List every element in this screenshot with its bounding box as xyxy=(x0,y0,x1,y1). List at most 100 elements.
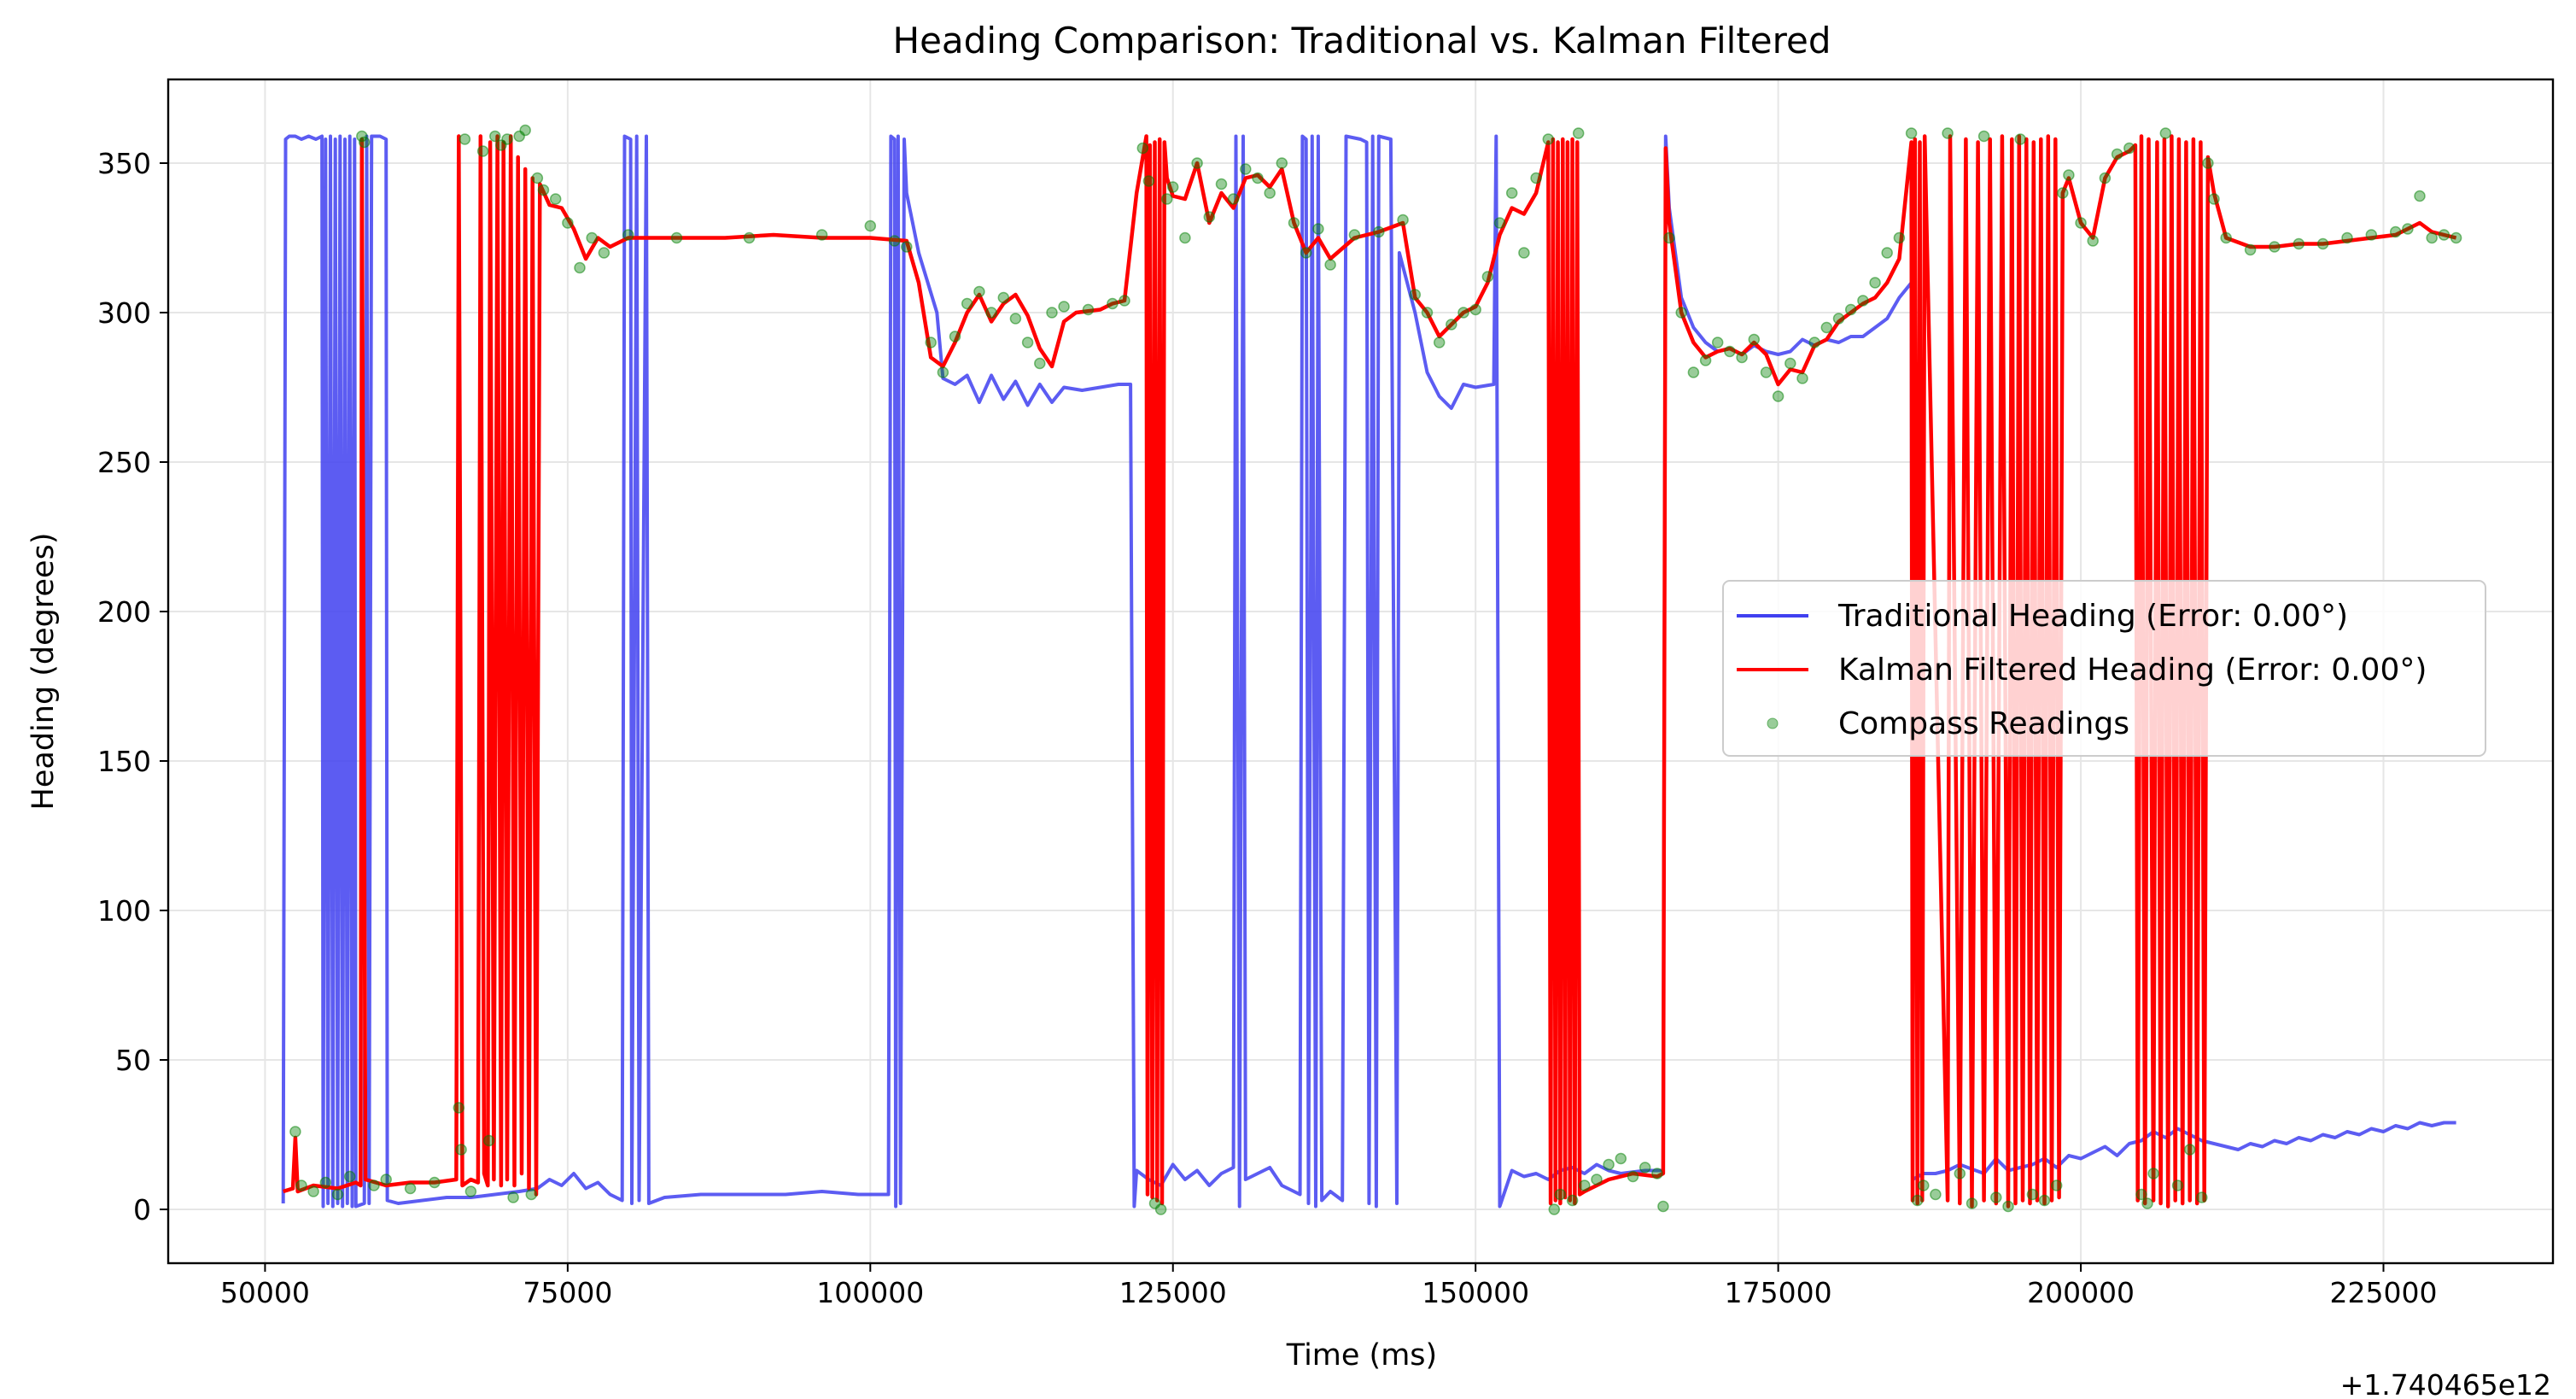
compass-point xyxy=(343,1170,356,1183)
compass-point xyxy=(1615,1152,1627,1165)
series-layer xyxy=(281,124,2462,1215)
compass-point xyxy=(901,241,913,253)
compass-point xyxy=(1675,307,1687,319)
compass-point xyxy=(404,1182,417,1195)
compass-point xyxy=(888,235,901,247)
compass-point xyxy=(2202,157,2214,169)
compass-point xyxy=(1869,277,1881,289)
compass-point xyxy=(2159,127,2172,139)
compass-point xyxy=(1058,301,1070,313)
legend-frame xyxy=(1722,580,2486,757)
compass-point xyxy=(985,307,997,319)
compass-point xyxy=(331,1188,344,1201)
compass-point xyxy=(2244,243,2257,256)
compass-point xyxy=(2135,1188,2147,1201)
series-markers-compass xyxy=(289,124,2462,1215)
compass-point xyxy=(1107,297,1119,310)
compass-point xyxy=(1930,1188,1942,1201)
compass-point xyxy=(1603,1158,1615,1171)
compass-point xyxy=(1548,1203,1561,1215)
compass-point xyxy=(482,1134,495,1147)
compass-point xyxy=(1942,127,1954,139)
compass-point xyxy=(549,193,562,205)
compass-point xyxy=(1457,307,1469,319)
compass-point xyxy=(1142,175,1155,187)
compass-point xyxy=(1240,163,1252,175)
compass-point xyxy=(2057,187,2069,199)
compass-point xyxy=(519,124,531,137)
compass-point xyxy=(1227,193,1240,205)
y-tick-label: 250 xyxy=(97,446,151,479)
compass-point xyxy=(1832,313,1845,325)
compass-point xyxy=(1493,217,1506,229)
compass-point xyxy=(1760,366,1773,378)
compass-point xyxy=(2341,231,2353,244)
compass-point xyxy=(537,184,550,196)
compass-point xyxy=(1918,1179,1930,1191)
compass-point xyxy=(1421,307,1434,319)
compass-point xyxy=(622,229,634,241)
compass-point xyxy=(670,231,683,244)
y-tick-label: 0 xyxy=(133,1193,151,1226)
legend-label-traditional: Traditional Heading (Error: 0.00°) xyxy=(1837,599,2348,634)
compass-point xyxy=(2208,193,2220,205)
legend-label-kalman: Kalman Filtered Heading (Error: 0.00°) xyxy=(1838,653,2427,688)
compass-point xyxy=(1796,372,1808,384)
compass-point xyxy=(2087,235,2099,247)
compass-point xyxy=(464,1185,477,1197)
legend-label-compass: Compass Readings xyxy=(1838,706,2129,741)
compass-point xyxy=(1215,178,1228,190)
compass-point xyxy=(2316,237,2329,250)
x-tick-label: 50000 xyxy=(220,1276,310,1309)
compass-point xyxy=(2414,190,2426,202)
compass-point xyxy=(2438,229,2450,241)
compass-point xyxy=(1312,223,1324,235)
compass-point xyxy=(1469,303,1481,316)
compass-point xyxy=(1736,351,1748,364)
compass-point xyxy=(997,291,1010,304)
compass-point xyxy=(598,247,610,259)
compass-point xyxy=(1844,303,1857,316)
compass-point xyxy=(743,231,756,244)
compass-point xyxy=(2183,1144,2196,1156)
compass-point xyxy=(1638,1162,1651,1174)
compass-point xyxy=(1785,357,1796,370)
compass-point xyxy=(1699,354,1712,366)
compass-point xyxy=(2196,1191,2208,1203)
compass-point xyxy=(1021,337,1034,348)
compass-point xyxy=(1191,157,1203,169)
compass-point xyxy=(1663,231,1675,244)
compass-point xyxy=(925,337,937,348)
compass-point xyxy=(1300,247,1312,259)
legend-swatch-compass xyxy=(1767,717,1779,729)
x-tick-label: 125000 xyxy=(1119,1276,1227,1309)
compass-point xyxy=(307,1185,319,1197)
compass-point xyxy=(973,285,985,298)
compass-point xyxy=(1881,247,1893,259)
compass-point xyxy=(1373,225,1385,238)
compass-point xyxy=(864,220,877,232)
plot-frame xyxy=(166,78,2555,1265)
compass-point xyxy=(1954,1168,1966,1179)
compass-point xyxy=(289,1126,301,1138)
compass-point xyxy=(1572,127,1585,139)
compass-point xyxy=(525,1188,538,1201)
compass-point xyxy=(1046,307,1058,319)
compass-point xyxy=(501,133,513,145)
y-tick-label: 50 xyxy=(115,1044,151,1077)
compass-point xyxy=(1554,1188,1567,1201)
compass-point xyxy=(1966,1197,1978,1209)
compass-point xyxy=(1397,214,1409,226)
compass-point xyxy=(295,1179,307,1191)
compass-point xyxy=(1505,187,1518,199)
compass-point xyxy=(1711,337,1724,348)
x-tick-label: 75000 xyxy=(523,1276,612,1309)
compass-point xyxy=(429,1176,441,1189)
compass-point xyxy=(1591,1174,1603,1185)
compass-point xyxy=(2141,1197,2153,1209)
compass-point xyxy=(1166,181,1179,193)
compass-point xyxy=(2063,169,2075,181)
chart-title: Heading Comparison: Traditional vs. Kalm… xyxy=(893,20,1831,61)
compass-point xyxy=(1481,271,1494,283)
